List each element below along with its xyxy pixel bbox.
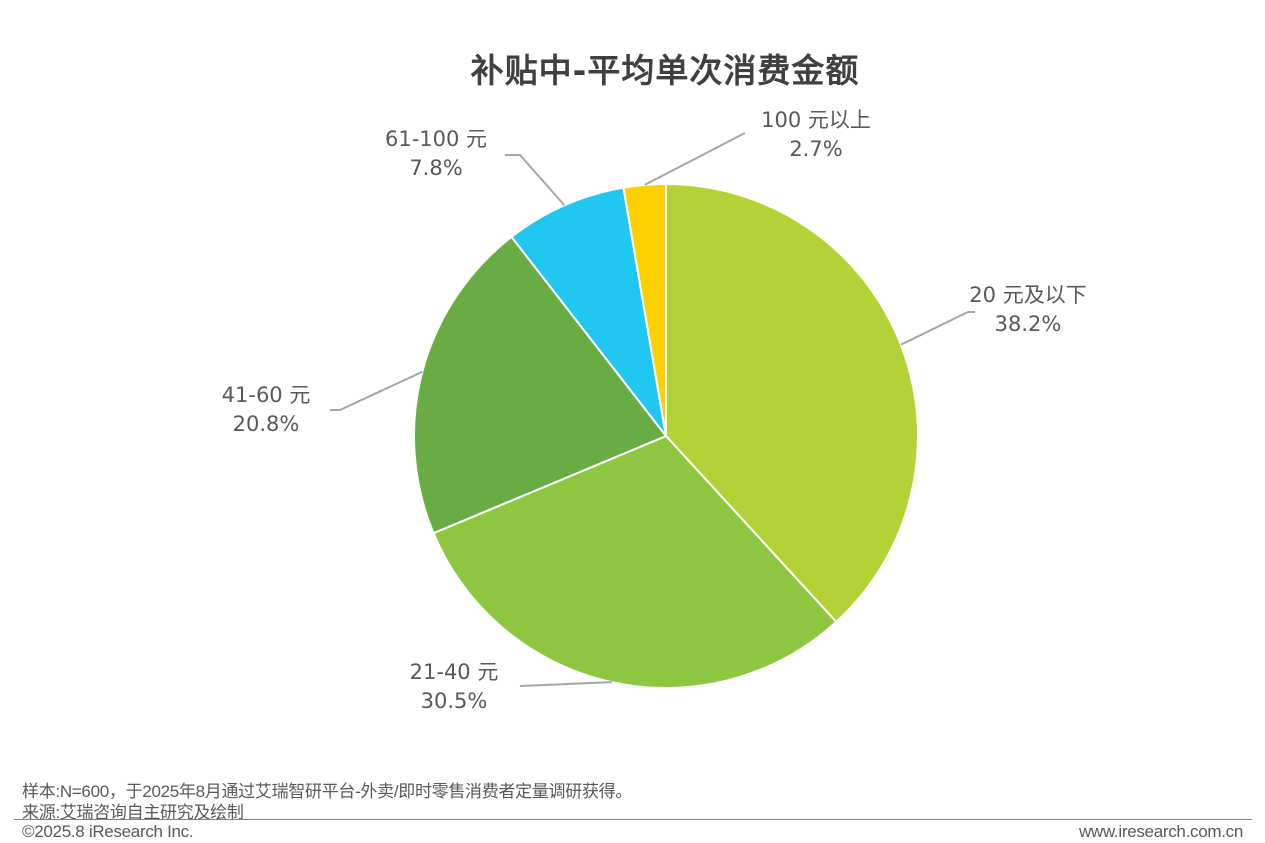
sample-note: 样本:N=600，于2025年8月通过艾瑞智研平台-外卖/即时零售消费者定量调研… xyxy=(22,782,633,801)
label-slice-2-value: 20.8% xyxy=(232,412,300,436)
label-slice-2: 41-60 元 20.8% xyxy=(196,381,336,439)
pie-slice-0 xyxy=(665,182,919,624)
label-slice-0: 20 元及以下 38.2% xyxy=(958,281,1098,339)
pie-slice-1 xyxy=(432,434,838,689)
label-slice-4-name: 100 元以上 xyxy=(761,108,871,132)
pie-slice-4 xyxy=(622,182,667,437)
label-slice-1: 21-40 元 30.5% xyxy=(384,658,524,716)
label-slice-1-value: 30.5% xyxy=(420,689,488,713)
label-slice-0-name: 20 元及以下 xyxy=(969,283,1087,307)
label-slice-2-name: 41-60 元 xyxy=(221,383,311,407)
label-slice-1-name: 21-40 元 xyxy=(409,660,499,684)
label-slice-0-value: 38.2% xyxy=(994,312,1062,336)
chart-title: 补贴中-平均单次消费金额 xyxy=(470,51,860,90)
leader-line-3 xyxy=(505,154,566,207)
leader-line-0 xyxy=(900,311,975,346)
label-slice-4-value: 2.7% xyxy=(789,137,843,161)
label-slice-3: 61-100 元 7.8% xyxy=(366,125,506,183)
footer-divider xyxy=(14,819,1252,820)
website-link[interactable]: www.iresearch.com.cn xyxy=(1078,822,1243,841)
label-slice-3-value: 7.8% xyxy=(409,156,463,180)
leader-line-1 xyxy=(519,681,612,687)
leader-line-4 xyxy=(644,132,746,186)
label-slice-4: 100 元以上 2.7% xyxy=(736,106,896,164)
pie-slice-2 xyxy=(413,235,668,535)
source-note: 来源:艾瑞咨询自主研究及绘制 xyxy=(22,803,244,822)
leader-line-2 xyxy=(330,370,423,411)
label-slice-3-name: 61-100 元 xyxy=(384,127,488,151)
copyright: ©2025.8 iResearch Inc. xyxy=(22,822,194,841)
